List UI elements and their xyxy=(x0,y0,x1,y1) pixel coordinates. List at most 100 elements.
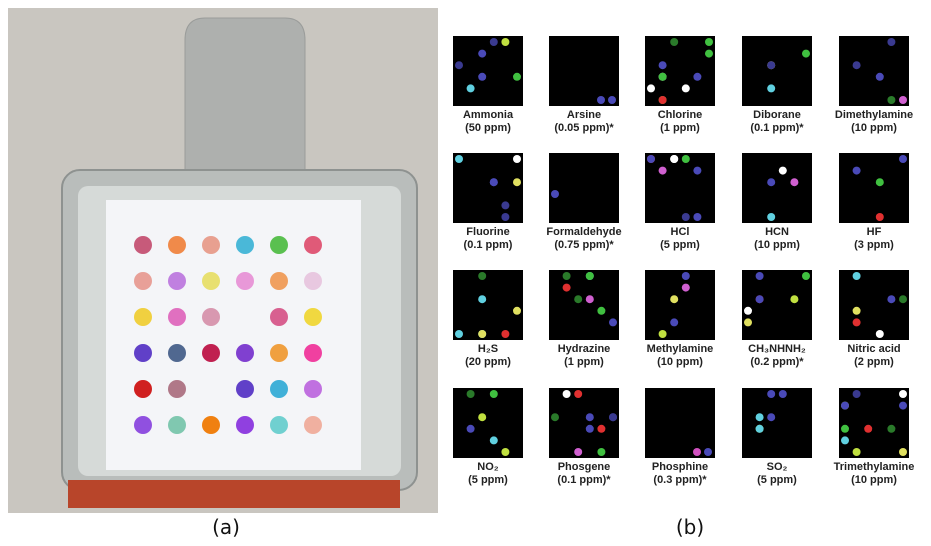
gas-name: SO₂ xyxy=(767,461,788,473)
gas-concentration: (2 ppm) xyxy=(854,356,894,368)
difference-map: H₂S(20 ppm) xyxy=(453,270,523,368)
sensor-spot xyxy=(270,236,288,254)
sensor-spot xyxy=(202,344,220,362)
gas-concentration: (50 ppm) xyxy=(465,122,511,134)
sensor-spot xyxy=(304,272,322,290)
gas-name: Trimethylamine xyxy=(834,461,915,473)
map-spot xyxy=(647,84,655,92)
map-background xyxy=(839,36,909,106)
gas-concentration: (0.75 ppm)* xyxy=(554,239,614,251)
map-spot xyxy=(756,413,764,421)
map-spot xyxy=(563,390,571,398)
map-spot xyxy=(682,213,690,221)
map-spot xyxy=(853,167,861,175)
map-spot xyxy=(574,295,582,303)
sensor-spot xyxy=(168,380,186,398)
map-spot xyxy=(586,425,594,433)
map-spot xyxy=(467,425,475,433)
map-spot xyxy=(682,272,690,280)
sensor-spot xyxy=(270,380,288,398)
map-spot xyxy=(490,178,498,186)
sensor-spot xyxy=(202,236,220,254)
map-spot xyxy=(513,307,521,315)
sensor-spot xyxy=(236,344,254,362)
map-spot xyxy=(705,50,713,58)
map-spot xyxy=(899,402,907,410)
map-spot xyxy=(767,61,775,69)
map-spot xyxy=(501,448,509,456)
difference-map: SO₂(5 ppm) xyxy=(742,388,812,486)
gas-concentration: (0.1 ppm)* xyxy=(750,122,804,134)
map-spot xyxy=(887,38,895,46)
map-spot xyxy=(756,272,764,280)
map-spot xyxy=(693,167,701,175)
map-spot xyxy=(586,295,594,303)
map-spot xyxy=(478,50,486,58)
device-base xyxy=(68,480,400,508)
gas-name: Diborane xyxy=(753,109,801,121)
map-background xyxy=(453,36,523,106)
gas-concentration: (10 ppm) xyxy=(851,474,897,486)
map-spot xyxy=(597,307,605,315)
gas-concentration: (10 ppm) xyxy=(754,239,800,251)
map-spot xyxy=(899,448,907,456)
map-spot xyxy=(887,295,895,303)
map-spot xyxy=(609,413,617,421)
gas-concentration: (5 ppm) xyxy=(757,474,797,486)
difference-map: Chlorine(1 ppm) xyxy=(645,36,715,134)
difference-map: NO₂(5 ppm) xyxy=(453,388,523,486)
map-background xyxy=(742,36,812,106)
difference-map: Dimethylamine(10 ppm) xyxy=(835,36,913,134)
map-background xyxy=(839,270,909,340)
sensor-spot xyxy=(304,236,322,254)
map-spot xyxy=(779,167,787,175)
map-spot xyxy=(853,448,861,456)
map-spot xyxy=(767,390,775,398)
gas-name: HCl xyxy=(671,226,690,238)
sensor-spot xyxy=(270,416,288,434)
sensor-spot xyxy=(270,272,288,290)
map-spot xyxy=(693,213,701,221)
sensor-spot xyxy=(168,416,186,434)
map-background xyxy=(645,270,715,340)
map-spot xyxy=(790,295,798,303)
sensor-spot xyxy=(202,272,220,290)
map-spot xyxy=(659,167,667,175)
sensor-spot xyxy=(168,308,186,326)
map-spot xyxy=(876,178,884,186)
map-spot xyxy=(478,272,486,280)
map-spot xyxy=(853,390,861,398)
gas-concentration: (5 ppm) xyxy=(468,474,508,486)
map-spot xyxy=(501,213,509,221)
sensor-spot xyxy=(168,272,186,290)
map-spot xyxy=(659,73,667,81)
map-spot xyxy=(609,318,617,326)
sensor-spot xyxy=(270,344,288,362)
map-spot xyxy=(513,73,521,81)
map-spot xyxy=(876,330,884,338)
map-spot xyxy=(563,284,571,292)
sensor-spot xyxy=(202,308,220,326)
map-spot xyxy=(501,201,509,209)
sensor-spot xyxy=(134,308,152,326)
difference-map: CH₃NHNH₂(0.2 ppm)* xyxy=(742,270,812,368)
map-spot xyxy=(670,295,678,303)
map-spot xyxy=(467,390,475,398)
difference-map: Methylamine(10 ppm) xyxy=(645,270,715,368)
map-background xyxy=(453,153,523,223)
map-spot xyxy=(478,413,486,421)
map-background xyxy=(453,388,523,458)
map-background xyxy=(549,153,619,223)
sensor-spot xyxy=(304,380,322,398)
map-spot xyxy=(513,155,521,163)
sensor-spot xyxy=(304,308,322,326)
map-spot xyxy=(744,307,752,315)
gas-concentration: (0.1 ppm)* xyxy=(557,474,611,486)
sensor-spot xyxy=(134,236,152,254)
map-spot xyxy=(574,448,582,456)
gas-concentration: (1 ppm) xyxy=(660,122,700,134)
map-spot xyxy=(490,390,498,398)
map-spot xyxy=(670,318,678,326)
gas-concentration: (10 ppm) xyxy=(657,356,703,368)
map-spot xyxy=(551,190,559,198)
